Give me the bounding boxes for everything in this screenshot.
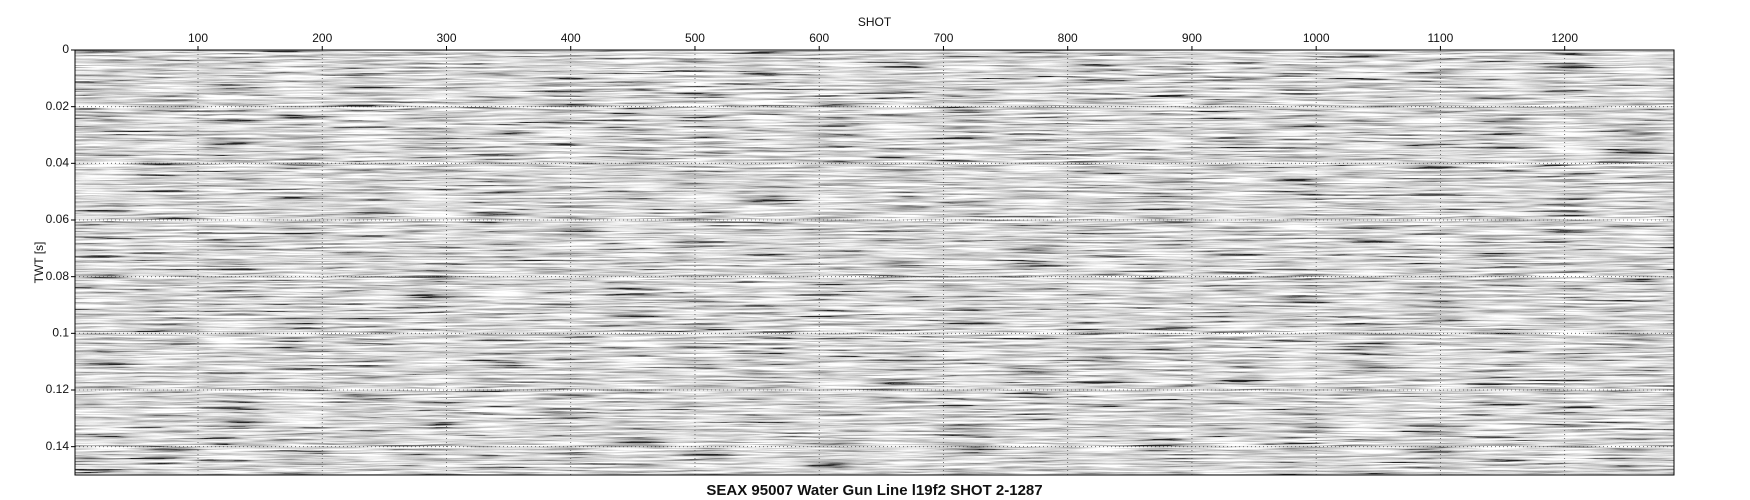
y-axis-label: TWT [s] xyxy=(32,242,46,284)
x-tick-label: 700 xyxy=(933,31,953,45)
x-tick-label: 500 xyxy=(685,31,705,45)
x-tick-label: 1200 xyxy=(1551,31,1578,45)
x-tick-label: 1000 xyxy=(1303,31,1330,45)
x-tick-label: 400 xyxy=(561,31,581,45)
y-tick-label: 0.14 xyxy=(46,439,70,453)
x-tick-label: 900 xyxy=(1182,31,1202,45)
y-tick-label: 0.06 xyxy=(46,212,70,226)
y-tick-label: 0 xyxy=(62,42,69,56)
x-tick-label: 600 xyxy=(809,31,829,45)
plot-frame xyxy=(74,49,1675,476)
y-tick-label: 0.02 xyxy=(46,99,70,113)
y-tick-label: 0.08 xyxy=(46,269,70,283)
y-tick-label: 0.1 xyxy=(52,326,69,340)
x-tick-label: 300 xyxy=(436,31,456,45)
x-tick-label: 800 xyxy=(1058,31,1078,45)
x-tick-label: 100 xyxy=(188,31,208,45)
chart-title: SEAX 95007 Water Gun Line l19f2 SHOT 2-1… xyxy=(706,482,1042,499)
x-tick-label: 200 xyxy=(312,31,332,45)
y-tick-label: 0.12 xyxy=(46,382,70,396)
x-tick-label: 1100 xyxy=(1428,31,1454,45)
y-tick-label: 0.04 xyxy=(46,156,70,170)
x-axis-label: SHOT xyxy=(858,15,892,29)
seismic-traces xyxy=(75,50,1674,475)
